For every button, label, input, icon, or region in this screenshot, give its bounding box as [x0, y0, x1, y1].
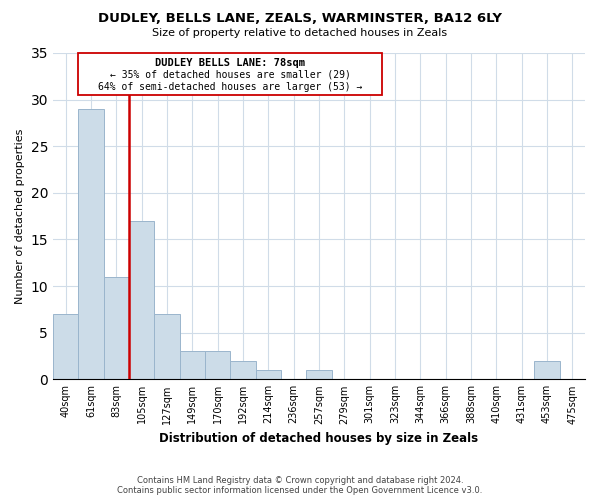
Bar [104, 277, 129, 380]
Bar [307, 370, 332, 380]
Text: DUDLEY BELLS LANE: 78sqm: DUDLEY BELLS LANE: 78sqm [155, 58, 305, 68]
Bar [205, 352, 230, 380]
Text: ← 35% of detached houses are smaller (29): ← 35% of detached houses are smaller (29… [110, 70, 351, 80]
Bar [256, 370, 281, 380]
Bar [129, 221, 154, 380]
X-axis label: Distribution of detached houses by size in Zeals: Distribution of detached houses by size … [160, 432, 479, 445]
Text: DUDLEY, BELLS LANE, ZEALS, WARMINSTER, BA12 6LY: DUDLEY, BELLS LANE, ZEALS, WARMINSTER, B… [98, 12, 502, 26]
Bar [535, 360, 560, 380]
FancyBboxPatch shape [79, 53, 382, 95]
Bar [230, 360, 256, 380]
Bar [154, 314, 179, 380]
Y-axis label: Number of detached properties: Number of detached properties [15, 128, 25, 304]
Bar [179, 352, 205, 380]
Text: 64% of semi-detached houses are larger (53) →: 64% of semi-detached houses are larger (… [98, 82, 362, 92]
Text: Size of property relative to detached houses in Zeals: Size of property relative to detached ho… [152, 28, 448, 38]
Text: Contains HM Land Registry data © Crown copyright and database right 2024.
Contai: Contains HM Land Registry data © Crown c… [118, 476, 482, 495]
Bar [79, 109, 104, 380]
Bar [53, 314, 79, 380]
